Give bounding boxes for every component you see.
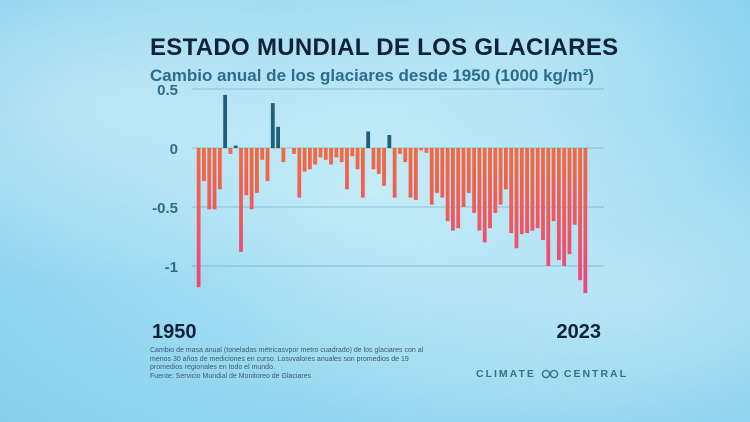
bar-negative	[503, 148, 508, 190]
chart-title: ESTADO MUNDIAL DE LOS GLACIARES	[150, 34, 619, 61]
bar-negative	[207, 148, 212, 210]
chart-subtitle: Cambio anual de los glaciares desde 1950…	[150, 66, 595, 85]
x-tick-label: 1950	[152, 321, 197, 343]
bar-negative	[297, 148, 302, 198]
bar-positive	[223, 94, 228, 148]
bar-negative	[472, 148, 477, 213]
bar-negative	[196, 148, 201, 288]
bar-negative	[212, 148, 217, 210]
bar-negative	[329, 148, 333, 165]
bar-negative	[525, 148, 529, 233]
bar-positive	[387, 135, 392, 148]
bar-negative	[535, 148, 540, 229]
bar-negative	[350, 148, 355, 157]
bar-negative	[260, 148, 265, 160]
bar-negative	[403, 148, 408, 163]
bar-negative	[440, 148, 445, 198]
bar-negative	[456, 148, 461, 229]
bar-negative	[302, 148, 307, 172]
bar-negative	[392, 148, 397, 198]
y-tick-label: 0	[170, 141, 178, 158]
bar-negative	[429, 148, 434, 205]
y-tick-label: -0.5	[152, 200, 178, 217]
bar-negative	[482, 148, 487, 243]
bar-negative	[382, 148, 386, 186]
bar-negative	[541, 148, 545, 241]
bar-negative	[583, 148, 588, 294]
footnote-line: promedios regionales en todo el mundo.	[150, 364, 275, 371]
bar-negative	[355, 148, 360, 170]
bar-negative	[360, 148, 365, 198]
bar-negative	[551, 148, 556, 222]
bar-negative	[530, 148, 535, 231]
footnote-source: Fuente: Servicio Mundial de Monitoreo de…	[150, 372, 312, 380]
bar-negative	[488, 148, 492, 229]
bar-negative	[334, 148, 339, 158]
bar-negative	[217, 148, 222, 190]
bar-negative	[249, 148, 254, 210]
y-tick-label: -1	[165, 259, 178, 276]
y-tick-label: 0.5	[157, 82, 178, 99]
bar-negative	[567, 148, 572, 255]
bar-negative	[376, 148, 381, 174]
bar-negative	[514, 148, 519, 249]
bar-negative	[572, 148, 577, 225]
bar-positive	[233, 145, 238, 148]
bar-negative	[493, 148, 498, 213]
bar-negative	[556, 148, 561, 261]
x-tick-label: 2023	[557, 321, 602, 343]
bar-negative	[345, 148, 349, 190]
bar-negative	[339, 148, 344, 163]
bar-negative	[239, 148, 243, 252]
brand-word-central: CENTRAL	[563, 368, 629, 380]
bar-negative	[424, 148, 429, 153]
footnote-line: menos 30 años de mediciones en curso. Lo…	[150, 355, 409, 363]
bar-negative	[451, 148, 455, 231]
climate-central-logo: CLIMATE CENTRAL	[476, 368, 628, 380]
bar-negative	[265, 148, 270, 182]
bar-negative	[398, 148, 402, 154]
bar-negative	[202, 148, 206, 182]
bar-negative	[466, 148, 471, 193]
bar-negative	[413, 148, 418, 200]
bar-negative	[461, 148, 466, 207]
bar-negative	[477, 148, 482, 231]
bar-negative	[562, 148, 567, 266]
bar-negative	[228, 148, 233, 154]
bar-negative	[281, 148, 286, 163]
bar-negative	[435, 148, 439, 193]
bar-negative	[445, 148, 450, 222]
bar-negative	[498, 148, 503, 205]
bar-positive	[276, 126, 281, 148]
bar-negative	[255, 148, 259, 193]
bar-negative	[292, 148, 296, 154]
bar-negative	[546, 148, 551, 266]
bar-negative	[509, 148, 514, 233]
bar-negative	[519, 148, 524, 235]
bar-negative	[419, 148, 424, 151]
bar-negative	[408, 148, 413, 198]
bar-negative	[578, 148, 582, 281]
bar-negative	[244, 148, 249, 196]
footnote-line: Cambio de masa anual (toneladas métricas…	[150, 347, 424, 354]
bar-positive	[270, 103, 275, 148]
bar-positive	[366, 131, 371, 148]
brand-word-climate: CLIMATE	[476, 368, 536, 380]
bar-negative	[318, 148, 323, 158]
infinity-icon	[541, 369, 559, 379]
bar-negative	[313, 148, 318, 165]
bar-negative	[307, 148, 312, 170]
chart-footnote: Cambio de masa anual (toneladas métricas…	[150, 347, 425, 381]
bar-negative	[371, 148, 376, 170]
bar-negative	[323, 148, 328, 160]
